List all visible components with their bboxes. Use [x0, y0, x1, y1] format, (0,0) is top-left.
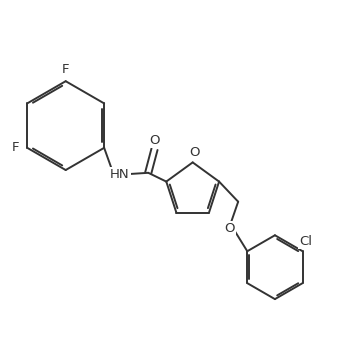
Text: F: F [11, 141, 19, 154]
Text: O: O [149, 134, 160, 147]
Text: HN: HN [110, 168, 130, 181]
Text: O: O [189, 146, 200, 159]
Text: F: F [62, 62, 69, 76]
Text: Cl: Cl [299, 235, 312, 248]
Text: O: O [224, 222, 235, 235]
